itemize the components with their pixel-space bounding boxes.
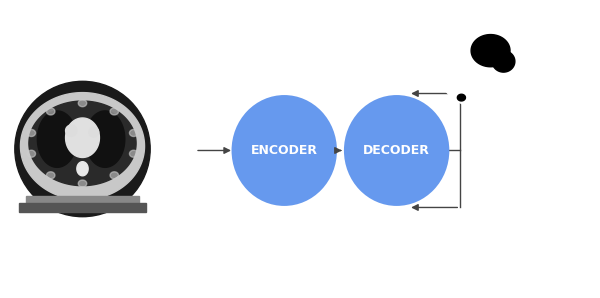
Polygon shape — [497, 224, 509, 232]
Circle shape — [15, 81, 150, 217]
Polygon shape — [130, 150, 138, 157]
Polygon shape — [477, 217, 494, 226]
Polygon shape — [508, 40, 577, 110]
Polygon shape — [65, 118, 100, 157]
Polygon shape — [85, 111, 125, 167]
Polygon shape — [110, 172, 119, 179]
Polygon shape — [78, 100, 87, 107]
Polygon shape — [492, 51, 515, 72]
Polygon shape — [46, 172, 55, 179]
Polygon shape — [89, 127, 99, 137]
Polygon shape — [20, 93, 145, 200]
Polygon shape — [457, 94, 466, 101]
Polygon shape — [26, 195, 139, 207]
Polygon shape — [78, 180, 87, 187]
Polygon shape — [438, 29, 530, 109]
Ellipse shape — [232, 95, 337, 206]
Text: DECODER: DECODER — [363, 144, 430, 157]
Polygon shape — [37, 111, 77, 167]
Polygon shape — [27, 129, 35, 136]
Polygon shape — [110, 108, 119, 115]
Text: ENCODER: ENCODER — [251, 144, 318, 157]
Polygon shape — [27, 150, 35, 157]
Ellipse shape — [344, 95, 449, 206]
Polygon shape — [29, 101, 136, 186]
Polygon shape — [471, 35, 510, 67]
Polygon shape — [65, 125, 77, 136]
Polygon shape — [77, 162, 88, 176]
Polygon shape — [19, 203, 146, 212]
Polygon shape — [130, 129, 138, 136]
Polygon shape — [46, 108, 55, 115]
